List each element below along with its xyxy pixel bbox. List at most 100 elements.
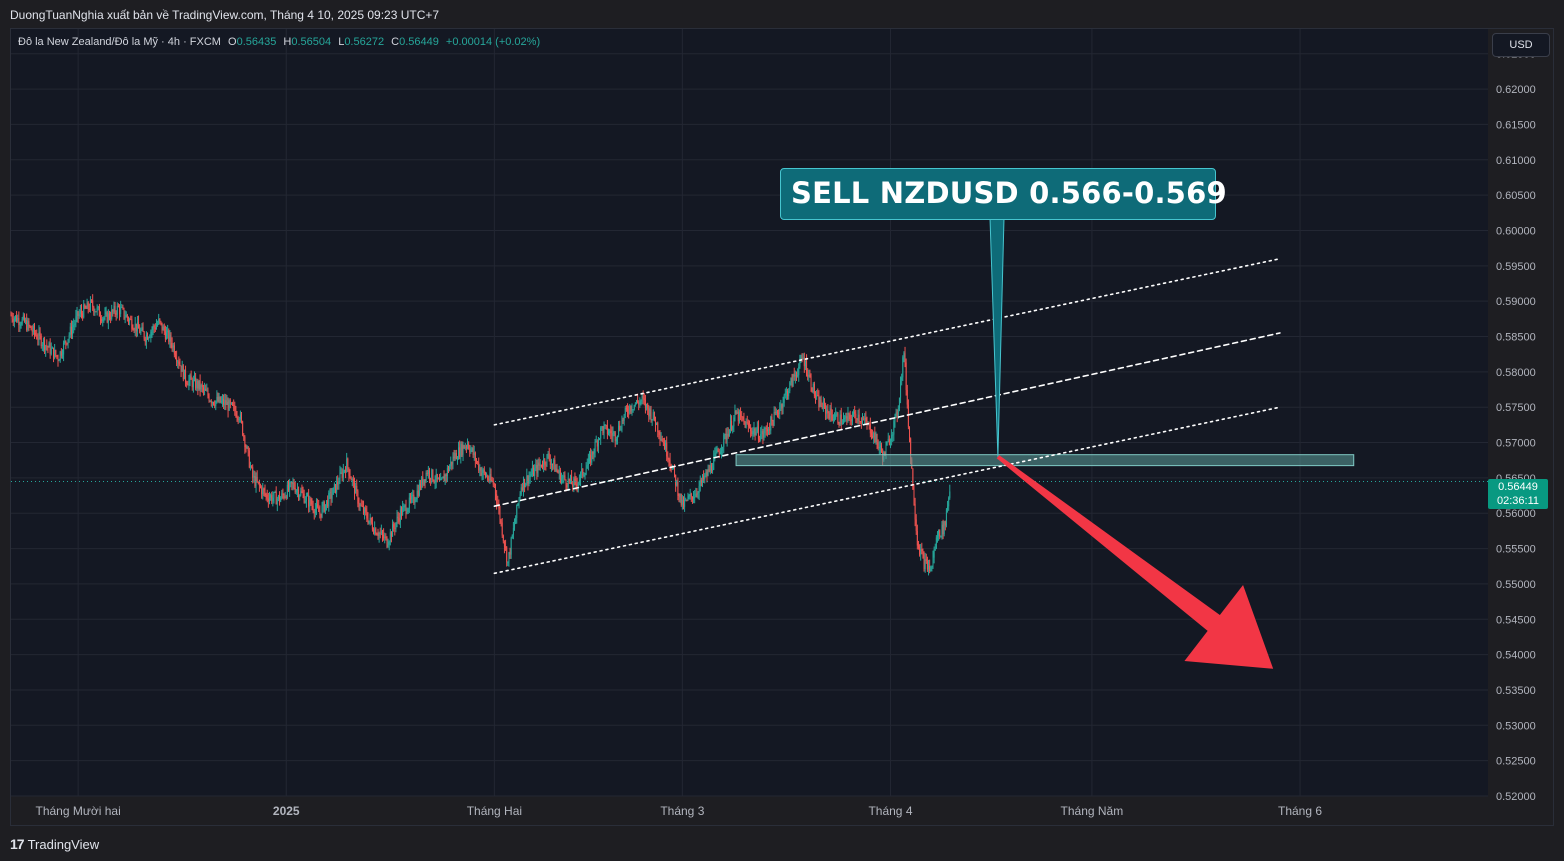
candle-body	[105, 312, 107, 314]
candle-body	[389, 532, 391, 542]
drawing-overlays	[11, 217, 1488, 669]
symbol-legend[interactable]: Đô la New Zealand/Đô la Mỹ · 4h · FXCM O…	[18, 36, 540, 48]
candle-body	[473, 452, 475, 456]
candle-body	[17, 318, 19, 322]
candle-body	[401, 509, 403, 516]
candle-body	[112, 309, 114, 312]
candle-body	[371, 522, 373, 530]
candle-body	[747, 423, 749, 427]
candle-body	[324, 504, 326, 512]
candle-body	[886, 441, 888, 446]
candle-body	[424, 479, 426, 482]
candle-body	[559, 470, 561, 483]
candle-body	[12, 319, 14, 322]
candle-body	[611, 433, 613, 436]
candle-body	[479, 468, 481, 471]
candle-body	[70, 326, 72, 335]
candle-body	[163, 326, 165, 332]
candle-body	[624, 408, 626, 415]
candle-body	[749, 426, 750, 428]
currency-button[interactable]: USD	[1492, 33, 1550, 57]
candle-body	[413, 494, 415, 504]
candle-body	[546, 454, 548, 465]
price-tick-label: 0.61000	[1496, 155, 1536, 167]
candle-body	[935, 537, 937, 549]
candle-body	[129, 319, 131, 322]
candle-body	[355, 485, 357, 494]
candle-body	[797, 375, 799, 377]
candle-body	[719, 451, 721, 455]
candle-body	[394, 527, 396, 529]
candle-body	[451, 461, 453, 465]
candle-body	[949, 491, 951, 498]
candle-body	[644, 399, 646, 408]
candle-body	[505, 546, 507, 548]
close-value: 0.56449	[399, 36, 439, 48]
candle-body	[750, 427, 752, 432]
candle-body	[936, 535, 938, 538]
candle-body	[521, 487, 523, 491]
candle-body	[947, 506, 949, 510]
candle-body	[283, 495, 285, 498]
candle-body	[822, 401, 824, 409]
symbol-name[interactable]: Đô la New Zealand/Đô la Mỹ · 4h · FXCM	[18, 36, 221, 48]
candle-body	[834, 418, 836, 420]
candle-body	[37, 338, 39, 340]
tradingview-brand[interactable]: 17 TradingView	[10, 836, 99, 852]
candle-body	[87, 302, 89, 309]
candle-body	[321, 506, 323, 517]
candle-body	[352, 479, 354, 482]
candle-body	[51, 347, 53, 349]
candle-body	[74, 323, 76, 326]
candle-body	[489, 473, 491, 481]
candle-body	[715, 452, 717, 454]
candle-body	[661, 438, 663, 442]
candle-body	[826, 409, 828, 414]
candle-body	[467, 443, 469, 447]
candle-body	[697, 493, 699, 495]
candle-body	[921, 549, 923, 552]
candle-body	[101, 318, 103, 322]
candle-body	[500, 520, 502, 523]
publisher-byline: DuongTuanNghia xuất bản về TradingView.c…	[10, 8, 440, 22]
candle-body	[544, 459, 546, 465]
candle-body	[86, 302, 88, 309]
candle-body	[272, 497, 274, 502]
sell-annotation-callout[interactable]: SELL NZDUSD 0.566-0.569	[780, 168, 1227, 220]
candle-body	[201, 385, 203, 387]
candle-body	[571, 476, 573, 485]
candle-body	[113, 305, 115, 312]
candle-body	[851, 416, 853, 422]
candle-body	[695, 493, 697, 497]
candle-body	[631, 409, 633, 411]
candle-body	[147, 334, 149, 340]
candle-body	[829, 408, 831, 419]
candle-body	[291, 482, 293, 484]
candle-body	[702, 475, 704, 483]
candle-body	[214, 404, 216, 406]
candle-body	[487, 476, 489, 480]
candle-body	[915, 519, 917, 531]
candle-body	[204, 388, 206, 390]
candle-body	[287, 484, 289, 490]
candle-body	[761, 431, 763, 435]
candle-body	[929, 565, 931, 572]
candle-body	[723, 434, 725, 447]
candle-body	[600, 427, 602, 439]
candle-body	[332, 487, 334, 495]
candle-body	[828, 413, 830, 419]
candle-body	[260, 485, 262, 488]
candle-body	[858, 414, 860, 422]
open-value: 0.56435	[236, 36, 277, 48]
candle-body	[84, 304, 86, 308]
candle-body	[676, 481, 678, 486]
candle-body	[409, 497, 411, 500]
candle-body	[383, 534, 385, 539]
candle-body	[151, 329, 153, 332]
candle-body	[630, 405, 632, 411]
candle-body	[248, 450, 250, 468]
candle-body	[721, 450, 723, 452]
candle-body	[648, 408, 650, 417]
candle-body	[902, 357, 904, 378]
